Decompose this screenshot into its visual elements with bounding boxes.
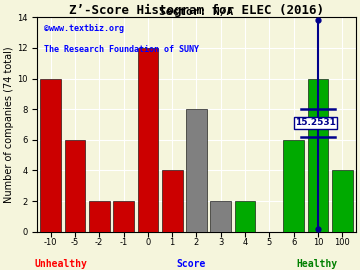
Bar: [89, 201, 109, 232]
Bar: [162, 170, 183, 232]
Text: Sector: N/A: Sector: N/A: [159, 7, 234, 17]
Bar: [40, 79, 61, 232]
Bar: [308, 79, 328, 232]
Bar: [186, 109, 207, 232]
Y-axis label: Number of companies (74 total): Number of companies (74 total): [4, 46, 14, 203]
Bar: [64, 140, 85, 232]
Text: The Research Foundation of SUNY: The Research Foundation of SUNY: [44, 45, 199, 54]
Text: ©www.textbiz.org: ©www.textbiz.org: [44, 24, 123, 33]
Bar: [332, 170, 353, 232]
Bar: [211, 201, 231, 232]
Text: Unhealthy: Unhealthy: [35, 259, 87, 269]
Text: Healthy: Healthy: [296, 259, 337, 269]
Text: Score: Score: [176, 259, 206, 269]
Bar: [283, 140, 304, 232]
Bar: [113, 201, 134, 232]
Bar: [235, 201, 256, 232]
Bar: [138, 48, 158, 232]
Title: Z’-Score Histogram for ELEC (2016): Z’-Score Histogram for ELEC (2016): [69, 4, 324, 17]
Text: 15.2531: 15.2531: [295, 119, 336, 127]
